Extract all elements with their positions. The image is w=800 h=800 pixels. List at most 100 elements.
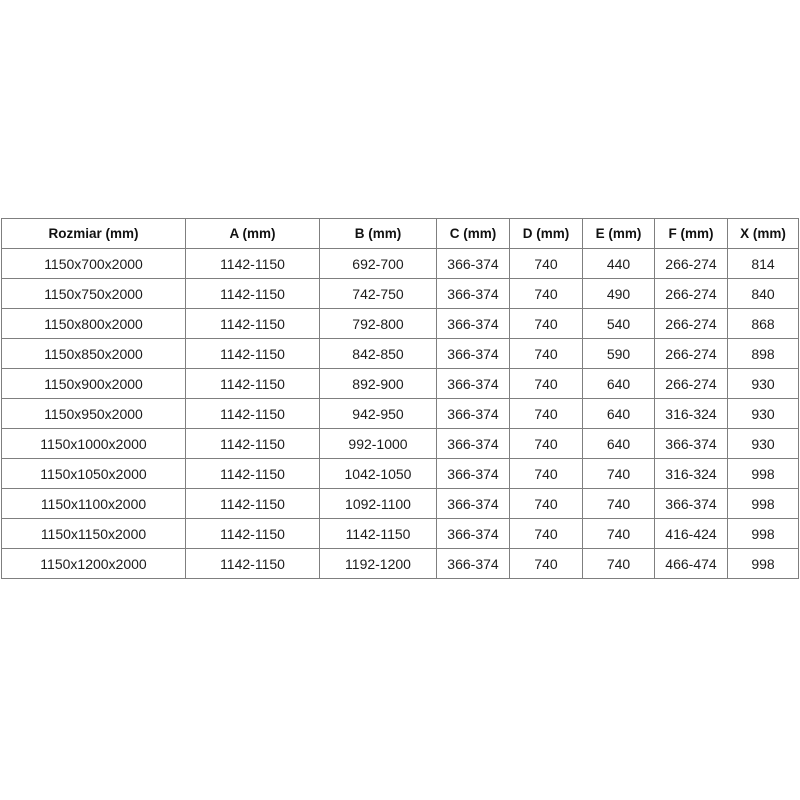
column-header-x: X (mm) [727,218,799,249]
table-cell: 740 [509,308,583,339]
table-cell: 1142-1150 [185,488,320,519]
table-cell: 366-374 [654,488,728,519]
table-cell: 366-374 [436,398,510,429]
table-cell: 1142-1150 [185,518,320,549]
table-cell: 366-374 [436,338,510,369]
table-row: 1150x1100x2000 1142-1150 1092-1100 366-374 7… [1,488,799,519]
table-row: 1150x700x2000 1142-1150 692-700 366-374 740 4… [1,248,799,279]
table-cell: 892-900 [319,368,437,399]
table-cell: 1142-1150 [185,548,320,579]
table-row: 1150x950x2000 1142-1150 942-950 366-374 740 6… [1,398,799,429]
table-row: 1150x800x2000 1142-1150 792-800 366-374 740 5… [1,308,799,339]
table-cell: 316-324 [654,458,728,489]
table-cell: 1042-1050 [319,458,437,489]
table-cell: 792-800 [319,308,437,339]
table-cell: 1150x1050x2000 [1,458,186,489]
table-row: 1150x1150x2000 1142-1150 1142-1150 366-374 7… [1,518,799,549]
table-cell: 998 [727,518,799,549]
table-cell: 740 [509,428,583,459]
table-cell: 490 [582,278,655,309]
table-cell: 1142-1150 [185,308,320,339]
table-cell: 1192-1200 [319,548,437,579]
table-cell: 266-274 [654,308,728,339]
table-cell: 366-374 [436,248,510,279]
column-header-f: F (mm) [654,218,728,249]
table-cell: 366-374 [436,548,510,579]
table-row: 1150x750x2000 1142-1150 742-750 366-374 740 4… [1,278,799,309]
table-cell: 898 [727,338,799,369]
table-cell: 930 [727,428,799,459]
table-cell: 316-324 [654,398,728,429]
table-cell: 466-474 [654,548,728,579]
column-header-b: B (mm) [319,218,437,249]
table-cell: 998 [727,488,799,519]
table-body: 1150x700x2000 1142-1150 692-700 366-374 740 4… [1,248,799,579]
table-cell: 740 [582,518,655,549]
table-cell: 366-374 [436,278,510,309]
table-cell: 998 [727,548,799,579]
table-cell: 266-274 [654,368,728,399]
table-cell: 814 [727,248,799,279]
table-cell: 740 [509,548,583,579]
table-cell: 1142-1150 [185,278,320,309]
table-cell: 1150x700x2000 [1,248,186,279]
table-cell: 992-1000 [319,428,437,459]
dimensions-table: Rozmiar (mm) A (mm) B (mm) C (mm) D (mm) E (m… [1,218,799,579]
table-cell: 1150x800x2000 [1,308,186,339]
table-cell: 440 [582,248,655,279]
table-cell: 740 [509,368,583,399]
table-cell: 1142-1150 [185,458,320,489]
table-cell: 1150x1100x2000 [1,488,186,519]
table-cell: 366-374 [436,488,510,519]
table-cell: 1150x950x2000 [1,398,186,429]
table-cell: 1150x750x2000 [1,278,186,309]
table-cell: 740 [582,548,655,579]
table-cell: 266-274 [654,278,728,309]
table-cell: 740 [509,458,583,489]
table-cell: 1150x1200x2000 [1,548,186,579]
table-cell: 840 [727,278,799,309]
column-header-d: D (mm) [509,218,583,249]
table-row: 1150x900x2000 1142-1150 892-900 366-374 740 6… [1,368,799,399]
table-cell: 640 [582,428,655,459]
table-cell: 266-274 [654,248,728,279]
table-cell: 740 [509,518,583,549]
table-cell: 740 [509,338,583,369]
table-cell: 640 [582,368,655,399]
table-cell: 1092-1100 [319,488,437,519]
table-cell: 1142-1150 [185,368,320,399]
table-cell: 1142-1150 [185,428,320,459]
table-cell: 1142-1150 [185,338,320,369]
table-cell: 1150x1000x2000 [1,428,186,459]
table-cell: 366-374 [436,308,510,339]
table-cell: 942-950 [319,398,437,429]
table-cell: 366-374 [654,428,728,459]
table-cell: 998 [727,458,799,489]
table-header-row: Rozmiar (mm) A (mm) B (mm) C (mm) D (mm) E (m… [1,218,799,249]
table-cell: 590 [582,338,655,369]
table-cell: 1150x900x2000 [1,368,186,399]
column-header-a: A (mm) [185,218,320,249]
table-cell: 740 [509,488,583,519]
table-cell: 742-750 [319,278,437,309]
table-row: 1150x1050x2000 1142-1150 1042-1050 366-374 7… [1,458,799,489]
table-cell: 640 [582,398,655,429]
table-row: 1150x850x2000 1142-1150 842-850 366-374 740 5… [1,338,799,369]
table-cell: 740 [509,278,583,309]
table-cell: 740 [509,248,583,279]
table-cell: 1150x1150x2000 [1,518,186,549]
column-header-e: E (mm) [582,218,655,249]
table-cell: 1142-1150 [319,518,437,549]
table-cell: 366-374 [436,458,510,489]
table-cell: 868 [727,308,799,339]
table-cell: 740 [582,458,655,489]
table-cell: 1142-1150 [185,398,320,429]
table-cell: 540 [582,308,655,339]
table-cell: 366-374 [436,368,510,399]
table-cell: 842-850 [319,338,437,369]
table-cell: 416-424 [654,518,728,549]
column-header-rozmiar: Rozmiar (mm) [1,218,186,249]
table-cell: 266-274 [654,338,728,369]
table-cell: 930 [727,368,799,399]
